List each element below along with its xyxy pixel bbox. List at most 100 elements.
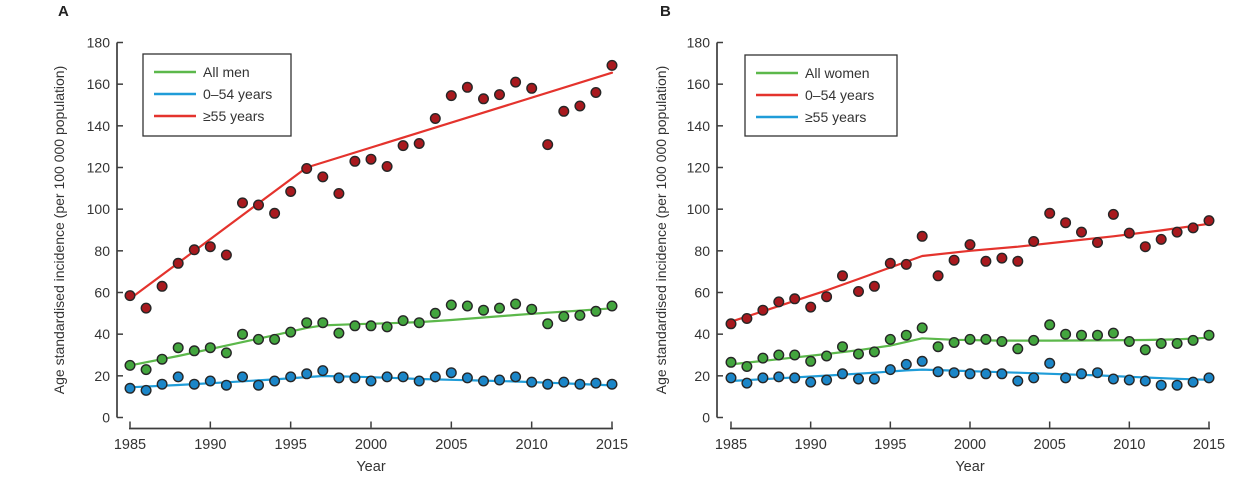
x-tick-label: 2015 (1193, 437, 1225, 453)
data-dot-red (932, 270, 944, 282)
data-dot-blue (725, 372, 737, 384)
y-tick-label: 100 (87, 201, 111, 217)
data-dot-blue (980, 368, 992, 380)
data-dot-green (204, 342, 216, 354)
y-tick-label: 80 (94, 243, 110, 259)
data-dot-red (590, 86, 602, 98)
data-dot-red (1123, 227, 1135, 239)
data-dot-green (1139, 344, 1151, 356)
data-dot-red (188, 244, 200, 256)
data-dot-blue (124, 382, 136, 394)
data-dot-green (413, 317, 425, 329)
data-dot-red (349, 155, 361, 167)
data-dot-red (285, 185, 297, 197)
data-dot-blue (1044, 357, 1056, 369)
data-dot-red (510, 76, 522, 88)
data-dot-red (1091, 236, 1103, 248)
data-dot-blue (494, 374, 506, 386)
data-dot-blue (821, 374, 833, 386)
data-dot-blue (1060, 372, 1072, 384)
data-dot-red (741, 313, 753, 325)
data-dot-red (478, 93, 490, 105)
data-dot-red (124, 290, 136, 302)
y-tick-label: 100 (687, 201, 711, 217)
data-dot-green (1187, 334, 1199, 346)
data-dot-red (558, 105, 570, 117)
data-dot-red (429, 112, 441, 124)
data-dot-red (996, 252, 1008, 264)
data-dot-green (964, 333, 976, 345)
data-dot-red (381, 160, 393, 172)
data-dot-green (124, 359, 136, 371)
data-dot-red (526, 82, 538, 94)
data-dot-blue (1075, 368, 1087, 380)
data-dot-green (542, 318, 554, 330)
data-dot-blue (429, 371, 441, 383)
legend-label: All men (203, 64, 250, 80)
x-tick-label: 1985 (114, 437, 146, 453)
y-tick-label: 0 (702, 410, 710, 426)
data-dot-blue (285, 371, 297, 383)
data-dot-red (156, 280, 168, 292)
y-tick-label: 180 (687, 35, 711, 51)
data-dot-blue (1203, 372, 1215, 384)
data-dot-green (478, 304, 490, 316)
legend-label: ≥55 years (203, 108, 264, 124)
data-dot-red (542, 139, 554, 151)
data-dot-red (461, 81, 473, 93)
data-dot-green (837, 341, 849, 353)
data-dot-green (1091, 329, 1103, 341)
data-dot-blue (574, 378, 586, 390)
legend-label: 0–54 years (805, 87, 874, 103)
data-dot-red (333, 187, 345, 199)
data-dot-red (317, 171, 329, 183)
data-dot-green (789, 349, 801, 361)
data-dot-blue (900, 358, 912, 370)
y-tick-label: 40 (694, 326, 710, 342)
data-dot-blue (916, 355, 928, 367)
data-dot-green (1155, 338, 1167, 350)
data-dot-red (269, 207, 281, 219)
data-dot-blue (236, 371, 248, 383)
data-dot-blue (301, 368, 313, 380)
data-dot-red (725, 318, 737, 330)
y-tick-label: 160 (87, 76, 111, 92)
data-dot-green (1044, 319, 1056, 331)
x-tick-label: 1995 (275, 437, 307, 453)
data-dot-green (349, 320, 361, 332)
data-dot-blue (461, 372, 473, 384)
data-dot-green (172, 342, 184, 354)
data-dot-blue (1155, 379, 1167, 391)
data-dot-red (1060, 217, 1072, 229)
data-dot-green (868, 346, 880, 358)
data-dot-blue (1139, 375, 1151, 387)
data-dot-blue (1171, 379, 1183, 391)
data-dot-blue (220, 379, 232, 391)
x-tick-label: 1990 (795, 437, 827, 453)
data-dot-blue (317, 365, 329, 377)
data-dot-blue (884, 364, 896, 376)
data-dot-red (1187, 222, 1199, 234)
data-dot-blue (558, 376, 570, 388)
y-tick-label: 160 (687, 76, 711, 92)
data-dot-red (1107, 208, 1119, 220)
data-dot-red (397, 140, 409, 152)
data-dot-blue (741, 377, 753, 389)
data-dot-blue (773, 371, 785, 383)
x-tick-label: 2000 (355, 437, 387, 453)
data-dot-red (301, 162, 313, 174)
data-dot-green (429, 307, 441, 319)
data-dot-blue (510, 371, 522, 383)
data-dot-red (574, 100, 586, 112)
data-dot-green (1060, 328, 1072, 340)
data-dot-green (948, 337, 960, 349)
data-dot-red (900, 258, 912, 270)
data-dot-red (868, 280, 880, 292)
y-tick-label: 60 (94, 285, 110, 301)
data-dot-green (526, 303, 538, 315)
trend-line-red (729, 222, 1211, 323)
data-dot-green (156, 353, 168, 365)
data-dot-green (725, 356, 737, 368)
data-dot-blue (1187, 376, 1199, 388)
